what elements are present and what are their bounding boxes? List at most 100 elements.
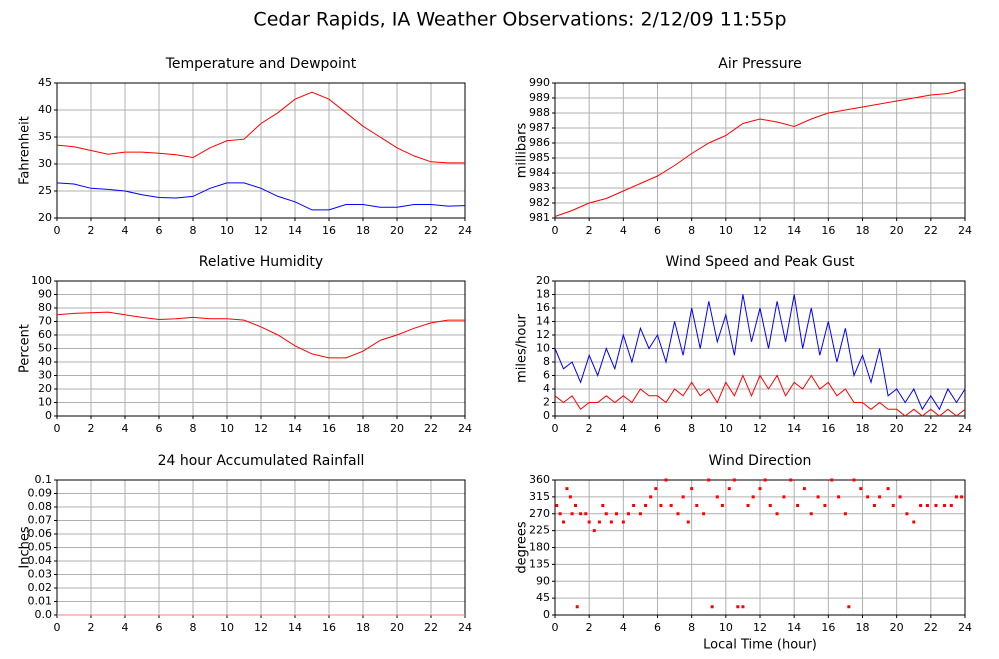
y-tick-label: 986 [529,136,550,149]
data-point [741,605,745,609]
x-tick-label: 0 [54,224,61,237]
x-tick-label: 16 [821,621,835,634]
data-point [802,487,806,491]
data-point [604,512,608,516]
panel-title: Air Pressure [718,56,801,72]
x-tick-label: 16 [322,224,336,237]
data-point [925,504,929,507]
plot-frame [56,82,466,219]
y-tick-label: 14 [536,315,550,328]
x-tick-label: 4 [122,422,129,435]
data-point [621,520,625,524]
x-tick-label: 8 [190,224,197,237]
y-axis-label: millibars [515,123,530,179]
x-tick-label: 22 [924,621,938,634]
x-tick-label: 16 [821,224,835,237]
data-point [555,504,559,507]
x-tick-label: 24 [958,224,972,237]
x-tick-label: 4 [122,224,129,237]
data-point [891,504,895,507]
y-tick-label: 50 [38,342,52,355]
data-point [872,504,876,507]
x-tick-label: 12 [753,224,767,237]
y-tick-label: 12 [536,328,550,341]
y-tick-label: 45 [536,591,550,604]
data-point [852,478,856,482]
panel-title: Wind Speed and Peak Gust [666,254,855,270]
x-tick-label: 24 [458,621,472,634]
x-tick-label: 0 [552,422,559,435]
x-tick-label: 12 [753,422,767,435]
x-tick-label: 10 [719,224,733,237]
x-tick-label: 24 [458,422,472,435]
y-tick-label: 0.01 [28,595,53,608]
x-tick-label: 24 [958,422,972,435]
data-point [763,478,767,482]
data-line [56,311,465,359]
data-point [592,529,596,533]
data-point [654,487,658,491]
y-tick-label: 0.1 [35,473,53,486]
y-tick-label: 18 [536,288,550,301]
data-point [943,504,946,507]
data-point [574,504,577,507]
data-point [878,495,882,499]
y-tick-label: 0.05 [28,541,53,554]
data-point [601,504,605,507]
data-point [584,512,588,516]
data-point [681,495,685,499]
y-tick-label: 985 [529,151,550,164]
data-point [579,512,583,516]
x-tick-label: 2 [586,224,593,237]
x-tick-label: 12 [254,224,268,237]
data-point [727,487,731,491]
x-tick-label: 22 [424,224,438,237]
data-point [676,512,680,516]
data-point [823,504,827,507]
data-point [919,504,923,507]
y-tick-label: 989 [529,91,550,104]
data-point [775,512,779,516]
page-title: Cedar Rapids, IA Weather Observations: 2… [253,9,786,31]
x-tick-label: 22 [424,621,438,634]
data-point [843,512,847,516]
panel-title: Temperature and Dewpoint [165,56,357,72]
x-tick-label: 10 [220,422,234,435]
data-point [732,478,736,482]
y-tick-label: 35 [38,130,52,143]
data-point [587,520,591,524]
y-tick-label: 360 [529,473,550,486]
panel-title: 24 hour Accumulated Rainfall [158,453,365,469]
data-point [949,504,953,507]
x-tick-label: 22 [424,422,438,435]
data-point [809,512,813,516]
x-tick-label: 22 [924,224,938,237]
y-tick-label: 270 [529,507,550,520]
x-tick-label: 12 [254,422,268,435]
x-tick-label: 16 [322,621,336,634]
x-tick-label: 6 [654,224,661,237]
data-point [782,495,786,499]
y-tick-label: 45 [38,76,52,89]
data-point [796,504,800,507]
x-tick-label: 8 [190,422,197,435]
y-tick-label: 0.0 [35,608,53,621]
x-tick-label: 14 [787,621,801,634]
x-tick-label: 6 [156,224,163,237]
x-tick-label: 18 [856,621,870,634]
x-tick-label: 8 [688,621,695,634]
data-point [707,478,711,482]
x-tick-label: 16 [322,422,336,435]
data-point [638,512,642,516]
data-point [686,520,690,524]
y-tick-label: 0 [543,409,550,422]
x-tick-label: 20 [390,422,404,435]
x-tick-label: 2 [88,621,95,634]
y-axis-label: Fahrenheit [18,116,33,185]
data-point [934,504,938,507]
y-tick-label: 982 [529,196,550,209]
y-tick-label: 6 [543,369,550,382]
data-point [837,495,841,499]
data-point [568,495,572,499]
y-tick-label: 225 [529,524,550,537]
